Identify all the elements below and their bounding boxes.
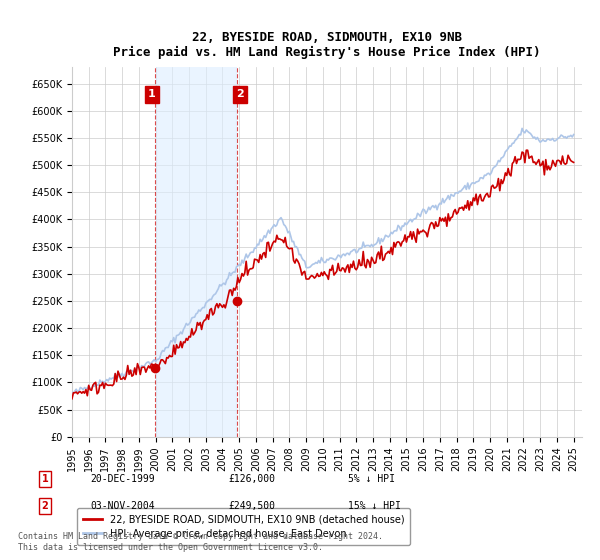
Text: Contains HM Land Registry data © Crown copyright and database right 2024.
This d: Contains HM Land Registry data © Crown c… xyxy=(18,532,383,552)
Text: 5% ↓ HPI: 5% ↓ HPI xyxy=(348,474,395,484)
Text: 1: 1 xyxy=(148,90,155,99)
Text: 15% ↓ HPI: 15% ↓ HPI xyxy=(348,501,401,511)
Text: 20-DEC-1999: 20-DEC-1999 xyxy=(90,474,155,484)
Title: 22, BYESIDE ROAD, SIDMOUTH, EX10 9NB
Price paid vs. HM Land Registry's House Pri: 22, BYESIDE ROAD, SIDMOUTH, EX10 9NB Pri… xyxy=(113,31,541,59)
Text: 03-NOV-2004: 03-NOV-2004 xyxy=(90,501,155,511)
Text: 1: 1 xyxy=(41,474,49,484)
Text: £249,500: £249,500 xyxy=(228,501,275,511)
Legend: 22, BYESIDE ROAD, SIDMOUTH, EX10 9NB (detached house), HPI: Average price, detac: 22, BYESIDE ROAD, SIDMOUTH, EX10 9NB (de… xyxy=(77,508,410,545)
Text: 2: 2 xyxy=(236,90,244,99)
Text: £126,000: £126,000 xyxy=(228,474,275,484)
Text: 2: 2 xyxy=(41,501,49,511)
